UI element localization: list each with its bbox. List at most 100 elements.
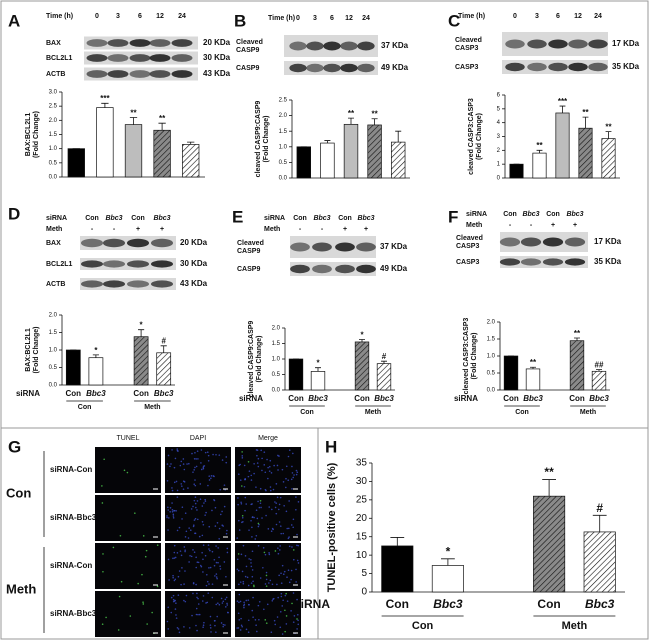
row-label: siRNA-Con	[50, 561, 92, 570]
blot-band	[129, 70, 151, 78]
cell-dot	[172, 576, 174, 579]
y-axis-label: cleaved CASP3:CASP3	[468, 98, 475, 175]
cell-dot	[251, 569, 254, 571]
cell-dot	[202, 626, 204, 628]
cell-dot	[215, 545, 217, 547]
cell-dot	[237, 627, 240, 629]
cell-dot	[253, 463, 255, 465]
cell-dot	[270, 472, 273, 474]
cell-dot	[243, 604, 245, 607]
cell-dot	[209, 615, 212, 618]
blot-band	[80, 260, 104, 268]
cell-dot	[269, 486, 272, 488]
cell-dot	[212, 475, 215, 477]
cell-dot	[178, 570, 181, 572]
cell-dot	[270, 631, 273, 634]
blot-band	[548, 62, 568, 72]
lane-label: Con	[293, 215, 307, 222]
cell-dot	[251, 536, 253, 538]
cell-dot	[257, 544, 260, 547]
cell-dot	[292, 476, 294, 479]
error-bar	[559, 105, 566, 113]
cell-dot	[244, 496, 247, 499]
cell-dot	[248, 470, 251, 472]
y-tick-label: 1.0	[49, 348, 58, 354]
cell-dot	[194, 484, 197, 487]
cell-dot	[197, 603, 200, 605]
x-tick-label: Con	[66, 389, 82, 398]
cell-dot	[274, 506, 277, 509]
cell-dot	[207, 592, 210, 594]
cell-dot	[101, 485, 103, 487]
cell-dot	[134, 512, 136, 514]
cell-dot	[194, 502, 197, 505]
cell-dot	[292, 526, 294, 529]
cell-dot	[259, 502, 262, 505]
cell-dot	[264, 553, 267, 556]
cell-dot	[270, 530, 273, 533]
cell-dot	[244, 555, 247, 557]
cell-dot	[184, 536, 187, 538]
x-tick-label: Bbc3	[433, 597, 463, 611]
cell-dot	[268, 552, 270, 554]
micrograph	[235, 495, 301, 541]
cell-dot	[196, 596, 198, 599]
cell-dot	[208, 475, 211, 477]
cell-dot	[245, 599, 248, 602]
cell-dot	[201, 505, 204, 507]
micrograph	[235, 591, 301, 637]
cell-dot	[166, 620, 169, 623]
blot-band	[171, 39, 193, 47]
error-bar	[395, 130, 402, 143]
cell-dot	[210, 631, 212, 633]
cell-dot	[171, 509, 174, 511]
lane-label: Con	[338, 215, 352, 222]
cell-dot	[278, 521, 281, 523]
blot-size-label: 37 KDa	[380, 242, 408, 251]
cell-dot	[142, 601, 144, 603]
cell-dot	[195, 624, 197, 627]
cell-dot	[196, 592, 198, 595]
cell-dot	[292, 621, 295, 623]
cell-dot	[242, 580, 245, 583]
cell-dot	[190, 555, 193, 558]
cell-dot	[172, 574, 174, 577]
cell-dot	[273, 464, 275, 467]
cell-dot	[276, 583, 278, 586]
significance: **	[130, 108, 137, 117]
cell-dot	[280, 572, 282, 575]
cell-dot	[105, 616, 107, 619]
cell-dot	[213, 499, 216, 502]
cell-dot	[204, 500, 207, 502]
cell-dot	[237, 553, 240, 555]
cell-dot	[296, 533, 298, 536]
x-tick-label: Bbc3	[86, 389, 106, 398]
cell-dot	[225, 575, 227, 578]
cell-dot	[145, 549, 148, 552]
cell-dot	[195, 506, 197, 509]
cell-dot	[166, 516, 168, 519]
cell-dot	[208, 548, 210, 550]
significance: *	[94, 346, 98, 355]
cell-dot	[239, 581, 242, 583]
bar	[182, 144, 200, 178]
blot-strip	[290, 262, 376, 276]
significance: ##	[595, 361, 604, 370]
cell-dot	[244, 575, 247, 578]
cell-dot	[197, 597, 199, 600]
cell-dot	[184, 570, 186, 572]
y-axis-label: (Fold Change)	[263, 115, 270, 162]
cell-dot	[173, 557, 176, 559]
cell-dot	[141, 573, 143, 576]
blot-row-label: Cleaved	[236, 39, 263, 46]
lane-label: Con	[546, 211, 560, 218]
cell-dot	[266, 603, 269, 606]
cell-dot	[245, 565, 248, 568]
cell-dot	[238, 619, 241, 621]
cell-dot	[214, 506, 217, 509]
cell-dot	[263, 451, 266, 453]
cell-dot	[225, 596, 228, 599]
cell-dot	[208, 479, 211, 481]
cell-dot	[279, 525, 282, 527]
cell-dot	[216, 521, 219, 524]
